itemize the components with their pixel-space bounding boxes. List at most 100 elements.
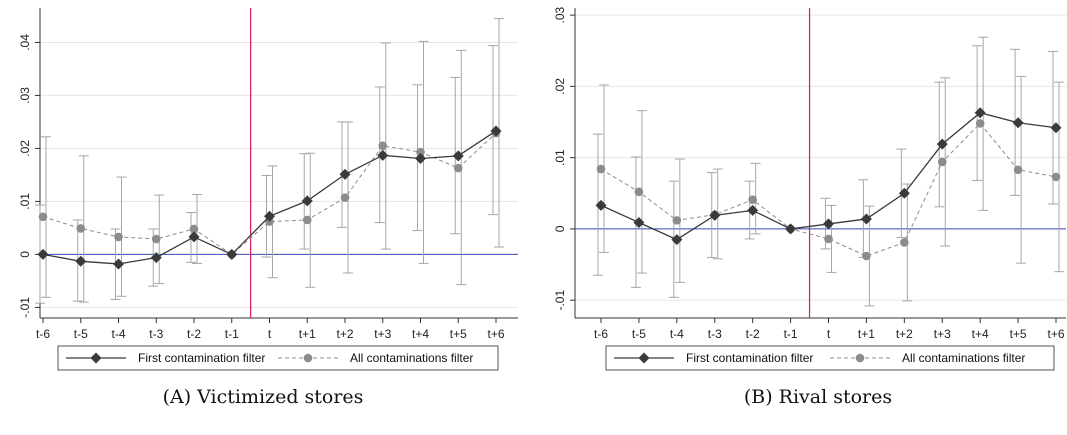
legend-marker: [303, 353, 313, 363]
y-tick-label: .03: [18, 87, 32, 104]
data-point: [975, 119, 985, 128]
y-tick-label: .03: [553, 6, 567, 23]
data-point: [452, 150, 464, 162]
x-tick-label: t-4: [670, 327, 684, 341]
data-point: [151, 234, 161, 244]
data-point: [936, 138, 948, 150]
data-point: [1050, 122, 1062, 134]
data-point: [453, 163, 463, 173]
data-point: [113, 258, 124, 270]
legend-marker: [855, 353, 865, 363]
x-tick-label: t-6: [594, 327, 608, 341]
data-point: [150, 252, 162, 264]
data-point: [1051, 172, 1061, 182]
data-point: [38, 212, 48, 222]
x-tick-label: t-1: [784, 327, 798, 341]
data-point: [415, 152, 426, 164]
data-point: [226, 248, 238, 260]
x-tick-label: t-3: [708, 327, 722, 341]
data-point: [860, 213, 872, 225]
panel-victimized-stores: -.01 0 .01 .02 .03 .04 t-6 t-5 t-4 t-3 t-2 t-1 t t+1 t…: [18, 8, 518, 408]
x-tick-label: t-1: [225, 327, 239, 341]
legend-marker: [638, 352, 650, 364]
legend: First contamination filter All contaminat…: [57, 345, 499, 371]
y-tick-label: .02: [553, 78, 567, 95]
panel-caption: (A) Victimized stores: [163, 386, 364, 408]
x-tick-label: t-4: [111, 327, 125, 341]
x-tick-label: t: [827, 327, 831, 341]
x-tick-label: t+3: [934, 327, 951, 341]
x-tick-label: t-2: [187, 327, 201, 341]
x-tick-label: t+6: [487, 327, 504, 341]
x-tick-label: t+2: [896, 327, 913, 341]
data-point: [748, 195, 757, 205]
data-point: [595, 199, 607, 211]
x-tick-label: t-5: [632, 327, 646, 341]
x-tick-label: t+3: [374, 327, 391, 341]
data-point: [377, 149, 389, 161]
data-point: [37, 248, 49, 260]
x-tick-label: t+5: [450, 327, 467, 341]
x-tick-label: t+5: [1010, 327, 1027, 341]
data-point: [302, 215, 312, 225]
data-point: [114, 232, 123, 242]
y-tick-label: .04: [18, 34, 32, 51]
data-point: [900, 238, 909, 247]
x-tick-label: t-3: [149, 327, 163, 341]
panel-caption: (B) Rival stores: [744, 386, 892, 408]
data-point: [339, 168, 351, 180]
data-point: [862, 251, 871, 261]
legend-label: All contaminations filter: [902, 351, 1025, 365]
x-tick-label: t-5: [74, 327, 88, 341]
data-point: [634, 187, 644, 197]
y-tick-label: 0: [553, 225, 567, 232]
data-point: [785, 223, 797, 235]
panel-rival-stores: -.01 0 .01 .02 .03 t-6 t-5 t-4 t-3 t-2 t-1 t t+1 t+2 t…: [553, 6, 1066, 408]
x-tick-label: t+4: [972, 327, 989, 341]
legend-label: First contamination filter: [686, 351, 813, 365]
data-point: [76, 224, 86, 233]
data-point: [378, 141, 388, 151]
plot-area: [575, 8, 1066, 318]
legend: First contamination filter All contaminat…: [605, 345, 1055, 371]
data-point: [823, 218, 834, 230]
x-tick-label: t+1: [858, 327, 875, 341]
x-tick-label: t: [268, 327, 272, 341]
data-point: [264, 210, 275, 222]
data-point: [672, 216, 682, 225]
data-point: [340, 193, 350, 203]
data-point: [490, 125, 502, 137]
data-point: [596, 164, 606, 174]
x-tick-label: t+6: [1047, 327, 1064, 341]
legend-marker: [90, 352, 102, 364]
data-point: [633, 217, 645, 229]
x-tick-label: t+4: [412, 327, 429, 341]
legend-label: First contamination filter: [138, 351, 265, 365]
data-point: [1012, 117, 1024, 129]
x-tick-label: t-2: [746, 327, 760, 341]
legend-label: All contaminations filter: [350, 351, 473, 365]
y-tick-label: -.01: [553, 290, 567, 311]
data-point: [974, 107, 986, 119]
data-point: [898, 187, 910, 199]
data-point: [1013, 165, 1023, 175]
data-point: [189, 224, 199, 234]
data-point: [75, 255, 87, 267]
x-tick-label: t-6: [36, 327, 50, 341]
y-tick-label: .02: [18, 140, 32, 157]
y-tick-label: -.01: [18, 297, 32, 318]
data-point: [824, 234, 833, 244]
data-point: [188, 231, 200, 243]
data-point: [709, 209, 721, 221]
data-point: [671, 234, 683, 246]
data-point: [937, 157, 947, 167]
x-tick-label: t+1: [299, 327, 316, 341]
data-point: [747, 204, 759, 216]
y-tick-label: .01: [553, 149, 567, 166]
data-point: [301, 195, 313, 207]
y-tick-label: .01: [18, 193, 32, 210]
data-point: [416, 147, 425, 157]
y-tick-label: 0: [18, 251, 32, 258]
legend-box: [57, 345, 499, 371]
